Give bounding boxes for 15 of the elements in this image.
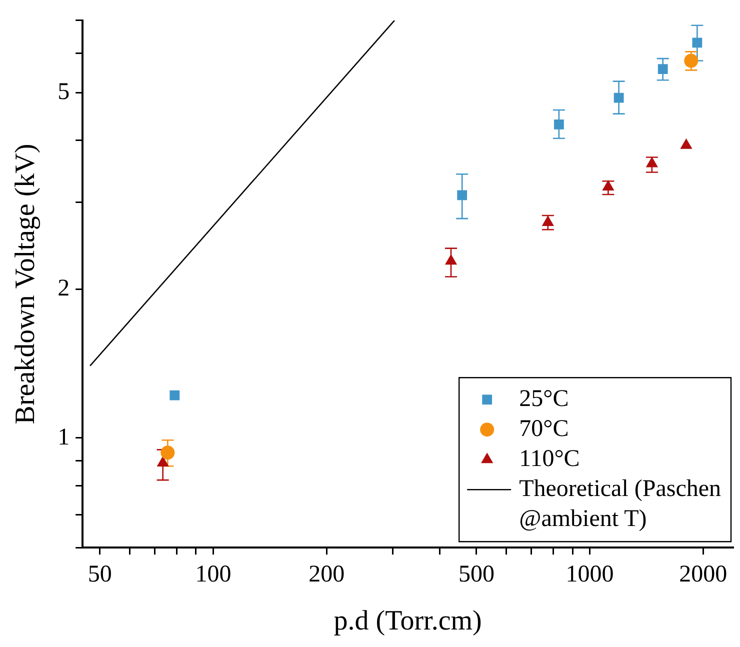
x-tick-label: 200 (308, 561, 345, 588)
y-tick-label: 2 (58, 276, 70, 302)
legend-label: 110°C (519, 446, 580, 472)
x-tick-label: 50 (88, 561, 112, 588)
x-tick-label: 1000 (566, 561, 614, 588)
legend-label: 70°C (519, 416, 569, 442)
legend-label: 25°C (519, 386, 569, 412)
x-tick-label: 500 (458, 561, 494, 588)
y-tick-label: 5 (58, 78, 70, 105)
x-axis-title: p.d (Torr.cm) (334, 606, 482, 637)
y-axis-title: Breakdown Voltage (kV) (10, 144, 42, 424)
x-tick-label: 2000 (679, 561, 728, 588)
x-tick-label: 100 (195, 561, 232, 588)
legend-label: Theoretical (Paschen @ambient T) (519, 476, 722, 532)
y-tick-label: 1 (58, 424, 70, 450)
